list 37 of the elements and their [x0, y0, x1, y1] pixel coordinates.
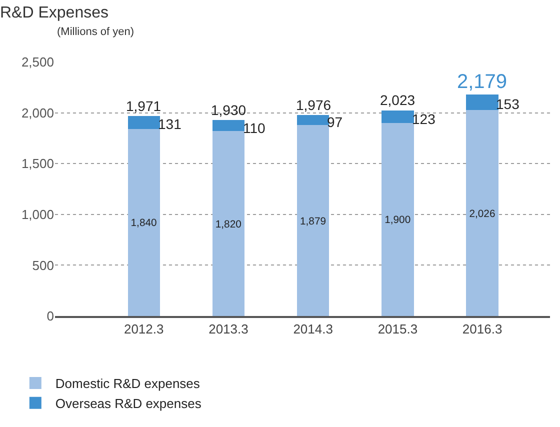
data-label: 97: [327, 114, 343, 130]
y-tick-label: 2,000: [21, 105, 54, 120]
bar: [128, 129, 160, 316]
data-label: 1,900: [384, 215, 411, 226]
x-tick-label: 2012.3: [124, 322, 164, 337]
bar: [297, 115, 330, 126]
legend-label: Overseas R&D expenses: [55, 396, 202, 411]
total-label: 1,971: [126, 98, 162, 114]
bar: [466, 94, 498, 110]
chart-title: R&D Expenses: [0, 4, 108, 22]
data-label: 1,879: [300, 216, 326, 228]
bar: [297, 125, 330, 316]
y-tick-label: 1,500: [21, 156, 54, 172]
data-label: 2,026: [469, 208, 496, 220]
y-axis-title: (Millions of yen): [57, 26, 134, 38]
total-label: 1,976: [296, 97, 332, 113]
total-label: 1,930: [211, 102, 246, 118]
x-tick-label: 2013.3: [208, 322, 248, 337]
x-tick-label: 2015.3: [378, 322, 418, 337]
bar: [466, 110, 498, 316]
bar: [128, 116, 160, 130]
y-tick-label: 500: [32, 258, 54, 273]
total-label: 2,023: [380, 92, 416, 108]
bar: [382, 110, 414, 123]
x-tick-label: 2014.3: [293, 322, 333, 337]
data-label: 1,840: [130, 218, 157, 230]
total-label: 2,179: [457, 71, 508, 93]
bar: [382, 122, 414, 316]
data-label: 1,820: [215, 219, 242, 230]
legend-label: Domestic R&D expenses: [55, 376, 200, 392]
bar: [212, 120, 245, 132]
y-tick-label: 0: [46, 308, 54, 324]
y-tick-label: 1,000: [21, 206, 54, 222]
y-tick-label: 2,500: [21, 54, 54, 70]
data-label: 110: [243, 120, 266, 136]
x-tick-label: 2016.3: [462, 322, 502, 337]
bar: [212, 131, 245, 316]
